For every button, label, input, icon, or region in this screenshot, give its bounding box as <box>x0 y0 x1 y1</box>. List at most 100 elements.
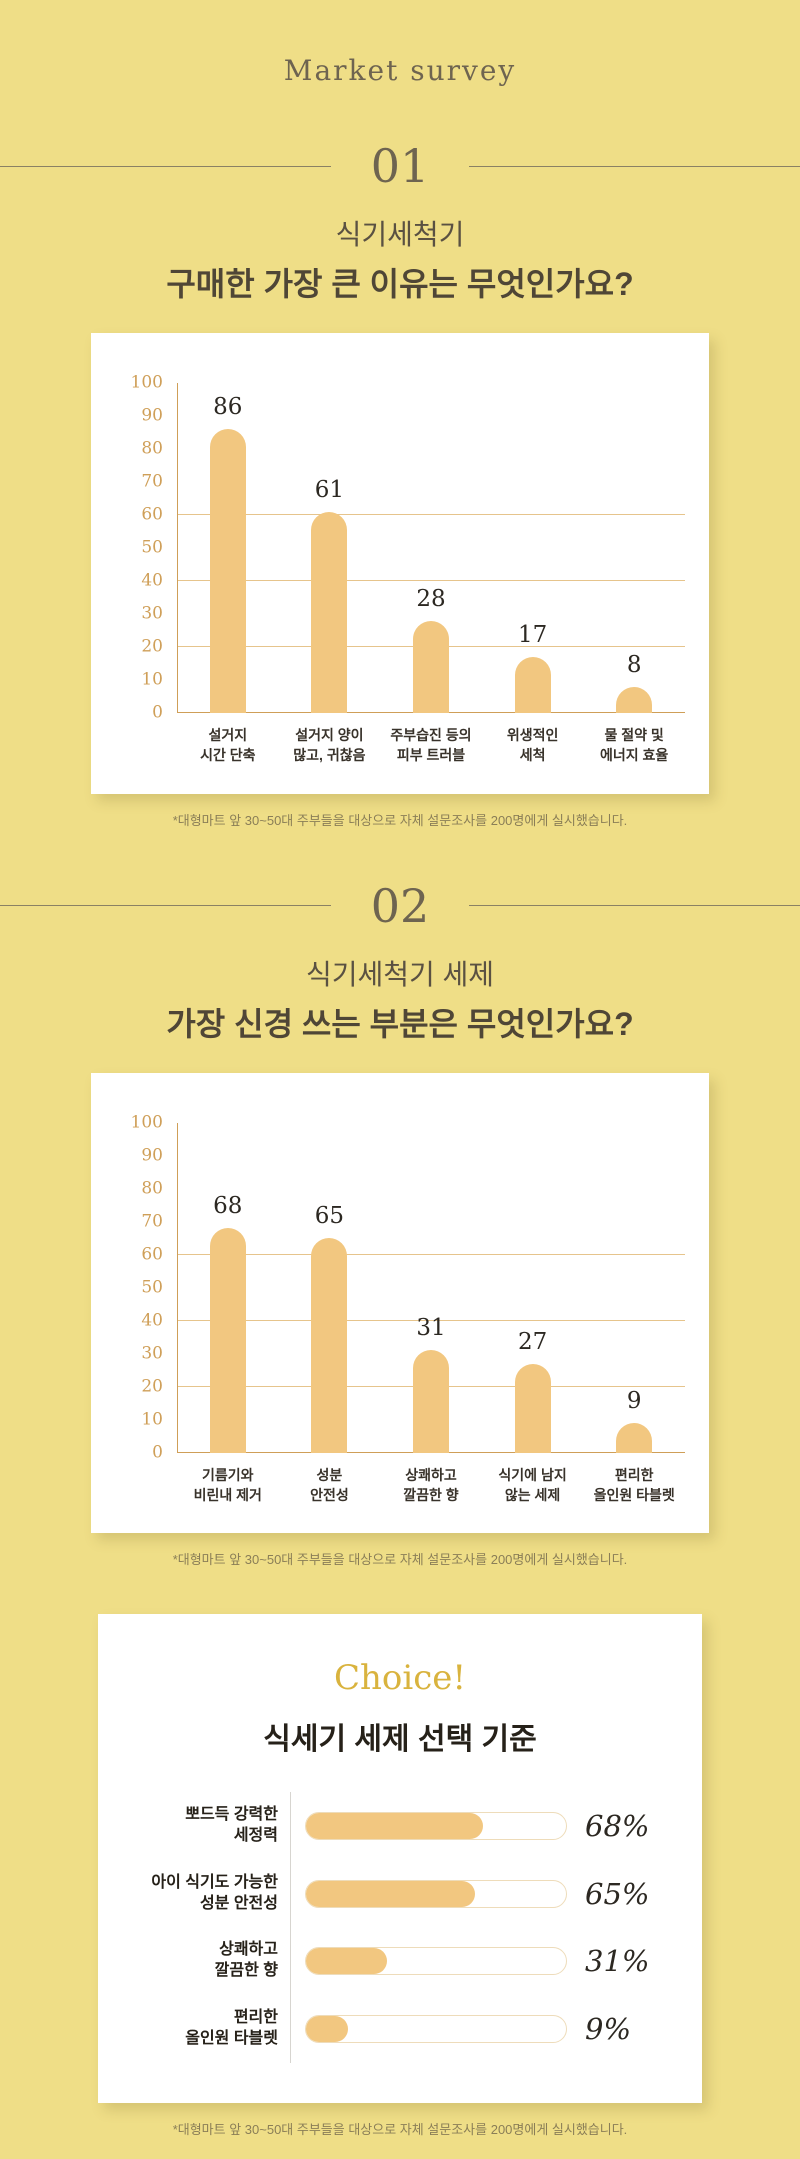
bar <box>616 1422 653 1453</box>
bar <box>616 686 653 713</box>
choice-title: 식세기 세제 선택 기준 <box>263 1723 537 1757</box>
y-axis-line <box>177 1122 178 1453</box>
y-tick-label: 10 <box>141 669 163 690</box>
x-category-label: 위생적인 세척 <box>506 727 559 764</box>
bar-value-label: 31 <box>416 1315 446 1342</box>
y-tick-label: 100 <box>130 372 163 393</box>
brand-title: Market survey <box>283 54 517 87</box>
horizontal-bar-chart-selection-criteria: 뽀드득 강력한 세정력 68% 아이 식기도 가능한 성분 안전성 65% 상쾌하고 깔끔한 … <box>130 1792 670 2063</box>
bar <box>209 429 246 713</box>
criteria-label: 편리한 올인원 타블렛 <box>130 1994 291 2063</box>
gridline-60 <box>177 1253 685 1255</box>
bar <box>311 1238 348 1453</box>
criteria-label: 뽀드득 강력한 세정력 <box>130 1792 291 1860</box>
y-tick-label: 90 <box>141 405 163 426</box>
section-question-01: 식기세척기 구매한 가장 큰 이유는 무엇인가요? <box>0 213 800 305</box>
bar-value-label: 17 <box>517 621 548 648</box>
bar-slot: 31 <box>380 1123 482 1453</box>
section-divider-02: 02 <box>0 883 800 929</box>
criteria-row: 뽀드득 강력한 세정력 68% <box>130 1792 670 1860</box>
bars-group: 86 61 28 17 8 <box>177 383 685 713</box>
divider-line-left <box>0 165 331 167</box>
divider-line-right <box>469 905 800 907</box>
percent-label: 65% <box>585 1876 650 1911</box>
x-category-label: 편리한 올인원 타블렛 <box>593 1466 675 1503</box>
bar-value-label: 61 <box>314 476 345 503</box>
x-category-label: 설거지 양이 많고, 귀찮음 <box>293 727 366 764</box>
bar-slot: 65 <box>279 1123 381 1453</box>
x-axis-labels: 기름기와 비린내 제거 성분 안전성 상쾌하고 깔끔한 향 식기에 남지 않는 세제 편리한 올인… <box>177 1465 685 1506</box>
y-tick-label: 10 <box>141 1409 163 1430</box>
y-tick-label: 50 <box>141 1277 163 1298</box>
y-tick-label: 60 <box>141 1244 163 1265</box>
progress-track <box>305 2014 567 2043</box>
question-subtitle: 식기세척기 세제 <box>305 958 495 990</box>
bar-value-label: 28 <box>416 585 446 612</box>
bar-chart-purchase-reasons: 0 10 20 30 40 50 60 70 80 90 100 86 61 28 17 8 설거지 시간 단축 설… <box>91 374 695 766</box>
y-tick-label: 40 <box>141 570 163 591</box>
gridline-60 <box>177 514 685 515</box>
y-tick-label: 70 <box>141 471 163 492</box>
y-tick-label: 20 <box>141 1376 163 1397</box>
bar <box>514 1363 551 1453</box>
bar <box>412 1350 449 1453</box>
bar-slot: 17 <box>482 383 584 713</box>
y-axis-line <box>177 383 178 713</box>
x-category-label: 기름기와 비린내 제거 <box>193 1466 262 1503</box>
x-category-label: 설거지 시간 단축 <box>200 727 256 764</box>
percent-label: 9% <box>585 2011 632 2046</box>
gridline-40 <box>177 580 685 581</box>
survey-footnote-1: *대형마트 앞 30~50대 주부들을 대상으로 자체 설문조사를 200명에게… <box>172 812 628 828</box>
chart-plot-area: 0 10 20 30 40 50 60 70 80 90 100 68 65 31 27 9 <box>131 1114 685 1461</box>
bar-value-label: 9 <box>626 1387 642 1414</box>
bar-value-label: 8 <box>626 651 642 678</box>
bar <box>412 620 449 713</box>
bar-chart-detergent-concerns: 0 10 20 30 40 50 60 70 80 90 100 68 65 31 27 9 기름기와 비린내 제… <box>91 1114 695 1506</box>
survey-footnote-3: *대형마트 앞 30~50대 주부들을 대상으로 자체 설문조사를 200명에게… <box>172 2121 628 2137</box>
y-tick-label: 90 <box>141 1145 163 1166</box>
y-tick-label: 30 <box>141 1343 163 1364</box>
choice-heading: Choice! <box>333 1658 467 1699</box>
criteria-row: 아이 식기도 가능한 성분 안전성 65% <box>130 1859 670 1928</box>
bar <box>514 656 551 713</box>
section-divider-01: 01 <box>0 143 800 189</box>
x-category-label: 주부습진 등의 피부 트러블 <box>390 727 472 764</box>
progress-fill <box>306 2015 348 2042</box>
section-number: 02 <box>370 878 430 933</box>
percent-label: 31% <box>585 1944 650 1979</box>
survey-card-purchase-reasons: 0 10 20 30 40 50 60 70 80 90 100 86 61 28 17 8 설거지 시간 단축 설… <box>91 333 709 794</box>
question-subtitle: 식기세척기 <box>335 219 465 250</box>
question-main: 구매한 가장 큰 이유는 무엇인가요? <box>166 266 634 302</box>
progress-fill <box>306 1948 387 1975</box>
bar-value-label: 68 <box>213 1193 243 1220</box>
chart-plot-area: 0 10 20 30 40 50 60 70 80 90 100 86 61 28 17 8 <box>131 374 685 721</box>
bar-slot: 9 <box>583 1123 685 1453</box>
bar-slot: 8 <box>583 383 685 713</box>
y-tick-label: 60 <box>141 504 163 525</box>
bar-slot: 86 <box>177 383 279 713</box>
y-tick-label: 30 <box>141 603 163 624</box>
x-category-label: 상쾌하고 깔끔한 향 <box>403 1466 459 1503</box>
y-tick-label: 100 <box>130 1112 163 1133</box>
criteria-row: 편리한 올인원 타블렛 9% <box>130 1994 670 2063</box>
x-category-label: 식기에 남지 않는 세제 <box>498 1466 567 1503</box>
section-question-02: 식기세척기 세제 가장 신경 쓰는 부분은 무엇인가요? <box>0 953 800 1045</box>
bar <box>209 1228 246 1453</box>
y-tick-label: 70 <box>141 1211 163 1232</box>
bar <box>311 511 348 713</box>
progress-fill <box>306 1880 475 1907</box>
bar-value-label: 86 <box>213 394 243 421</box>
y-tick-label: 0 <box>152 702 163 723</box>
criteria-label: 상쾌하고 깔끔한 향 <box>130 1927 291 1995</box>
survey-card-detergent-concerns: 0 10 20 30 40 50 60 70 80 90 100 68 65 31 27 9 기름기와 비린내 제… <box>91 1072 709 1534</box>
percent-label: 68% <box>585 1808 650 1843</box>
y-tick-label: 50 <box>141 537 163 558</box>
progress-track <box>305 1947 567 1976</box>
bar-slot: 28 <box>380 383 482 713</box>
bar-value-label: 65 <box>314 1203 345 1230</box>
x-category-label: 물 절약 및 에너지 효율 <box>600 727 669 764</box>
page-header: Market survey <box>0 0 800 87</box>
section-number: 01 <box>370 139 430 193</box>
divider-line-left <box>0 905 331 907</box>
bars-group: 68 65 31 27 9 <box>177 1123 685 1453</box>
